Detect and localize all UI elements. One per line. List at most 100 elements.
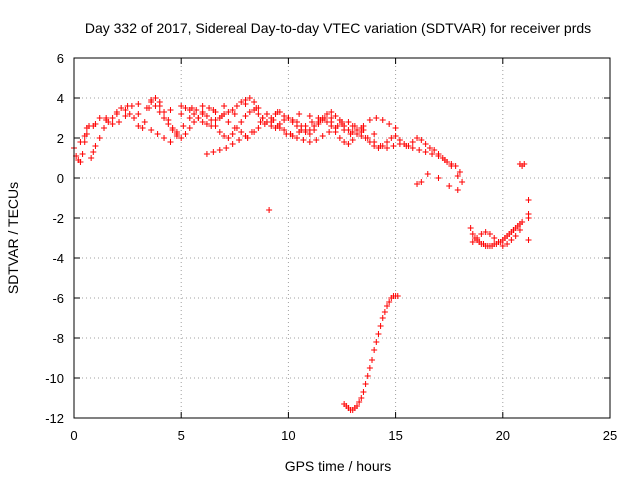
- data-point: [296, 111, 303, 117]
- data-point: [392, 125, 399, 131]
- data-point: [315, 119, 322, 125]
- data-point: [246, 109, 253, 115]
- data-point: [118, 105, 125, 111]
- data-point: [131, 115, 138, 121]
- data-point: [261, 121, 268, 127]
- y-tick-label: -2: [52, 211, 64, 226]
- x-axis-label: GPS time / hours: [285, 458, 392, 474]
- data-point: [193, 107, 200, 113]
- data-point: [319, 117, 326, 123]
- data-point: [182, 131, 189, 137]
- data-point: [199, 119, 206, 125]
- data-point: [148, 99, 155, 105]
- data-point: [195, 115, 202, 121]
- data-point: [366, 117, 373, 123]
- y-tick-label: 6: [57, 51, 64, 66]
- data-point: [242, 101, 249, 107]
- data-point: [403, 143, 410, 149]
- data-point: [152, 95, 159, 101]
- data-point: [306, 113, 313, 119]
- data-point: [311, 123, 318, 129]
- data-point: [251, 99, 258, 105]
- data-point: [178, 135, 185, 141]
- data-point: [203, 113, 210, 119]
- data-point: [341, 127, 348, 133]
- data-point: [347, 131, 354, 137]
- data-point: [146, 105, 153, 111]
- data-point: [306, 127, 313, 133]
- y-tick-label: -4: [52, 251, 64, 266]
- data-point: [178, 111, 185, 117]
- data-point: [441, 157, 448, 163]
- data-point: [167, 139, 174, 145]
- data-point: [362, 381, 369, 387]
- data-point: [414, 135, 421, 141]
- data-point: [300, 137, 307, 143]
- data-point: [238, 99, 245, 105]
- data-point: [313, 137, 320, 143]
- data-point: [409, 145, 416, 151]
- data-point: [366, 365, 373, 371]
- data-point: [96, 115, 103, 121]
- x-tick-label: 15: [388, 428, 402, 443]
- data-point: [525, 237, 532, 243]
- data-point: [225, 135, 232, 141]
- data-point: [238, 119, 245, 125]
- data-point: [373, 339, 380, 345]
- data-point: [148, 127, 155, 133]
- data-point: [191, 111, 198, 117]
- data-point: [328, 123, 335, 129]
- data-point: [478, 231, 485, 237]
- data-point: [101, 125, 108, 131]
- data-point: [229, 107, 236, 113]
- data-point: [152, 103, 159, 109]
- data-point: [504, 241, 511, 247]
- data-point: [88, 155, 95, 161]
- data-point: [191, 119, 198, 125]
- data-point: [486, 231, 493, 237]
- data-point: [454, 173, 461, 179]
- grid: [74, 58, 610, 418]
- y-tick-label: -8: [52, 331, 64, 346]
- data-point: [396, 141, 403, 147]
- data-point: [109, 115, 116, 121]
- y-tick-label: -10: [45, 371, 64, 386]
- data-point: [255, 111, 262, 117]
- data-point: [293, 123, 300, 129]
- data-point: [435, 175, 442, 181]
- data-point: [469, 239, 476, 245]
- data-point: [122, 113, 129, 119]
- data-point: [454, 187, 461, 193]
- data-point: [135, 101, 142, 107]
- data-point: [231, 111, 238, 117]
- x-tick-label: 10: [281, 428, 295, 443]
- data-point: [281, 127, 288, 133]
- data-point: [525, 215, 532, 221]
- data-point: [167, 107, 174, 113]
- data-point: [349, 137, 356, 143]
- data-point: [180, 123, 187, 129]
- data-point: [79, 151, 86, 157]
- data-point: [223, 145, 230, 151]
- data-point: [371, 347, 378, 353]
- data-point: [429, 151, 436, 157]
- data-point: [386, 121, 393, 127]
- data-point: [332, 113, 339, 119]
- data-point: [238, 129, 245, 135]
- data-point: [229, 131, 236, 137]
- data-point: [381, 309, 388, 315]
- data-point: [165, 121, 172, 127]
- data-point: [225, 119, 232, 125]
- data-point: [293, 135, 300, 141]
- data-point: [409, 139, 416, 145]
- x-tick-label: 0: [70, 428, 77, 443]
- data-point: [384, 139, 391, 145]
- data-point: [248, 129, 255, 135]
- data-point: [422, 149, 429, 155]
- data-point: [482, 229, 489, 235]
- data-point: [251, 107, 258, 113]
- data-point: [302, 129, 309, 135]
- data-points: [71, 95, 532, 413]
- data-point: [512, 233, 519, 239]
